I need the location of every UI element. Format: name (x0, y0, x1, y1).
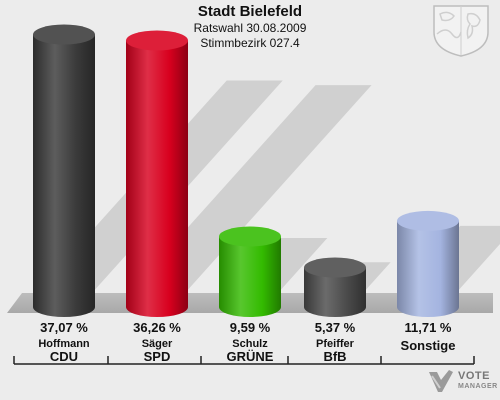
tick-label: CDU (49, 349, 79, 364)
bar-top (33, 24, 95, 45)
candidate-label: Säger (141, 338, 173, 350)
data-label: 37,07 % (40, 320, 88, 335)
chart-subtitle-district: Stimmbezirk 027.4 (200, 36, 300, 50)
candidate-label: Pfeiffer (316, 338, 354, 350)
brand-name: VOTE (458, 370, 490, 382)
tick-label: BfB (323, 349, 347, 364)
bar-top (397, 210, 459, 231)
chart-title: Stadt Bielefeld (197, 3, 303, 20)
bar-shadow (129, 85, 372, 293)
tick-label: Sonstige (400, 338, 456, 353)
bar-top (219, 226, 281, 247)
candidate-label: Hoffmann (38, 338, 90, 350)
bar-top (126, 30, 188, 51)
bar (304, 267, 366, 317)
data-label: 5,37 % (314, 320, 356, 335)
bar-top (304, 257, 366, 278)
bar (219, 236, 281, 317)
bar (33, 34, 95, 318)
candidate-label: Schulz (232, 338, 268, 350)
data-label: 11,71 % (404, 320, 452, 335)
data-label: 9,59 % (229, 320, 271, 335)
data-label: 36,26 % (133, 320, 181, 335)
tick-label: GRÜNE (226, 349, 274, 364)
chart-subtitle-election: Ratswahl 30.08.2009 (193, 21, 307, 35)
bar (126, 40, 188, 317)
bar (397, 220, 459, 317)
category-axis (13, 356, 475, 365)
brand-subline: MANAGER (458, 383, 498, 390)
vote-manager-logo-icon (429, 370, 453, 392)
coat-of-arms-icon (433, 5, 489, 57)
bars (33, 24, 459, 318)
tick-label: SPD (143, 349, 171, 364)
